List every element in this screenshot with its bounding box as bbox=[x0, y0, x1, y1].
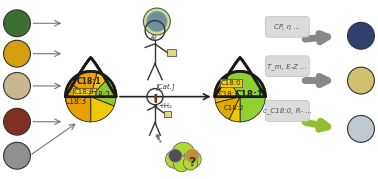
FancyBboxPatch shape bbox=[265, 16, 309, 37]
Circle shape bbox=[347, 115, 375, 142]
Text: C18:0: C18:0 bbox=[221, 80, 242, 86]
Circle shape bbox=[152, 35, 156, 38]
Polygon shape bbox=[65, 57, 116, 97]
Circle shape bbox=[347, 67, 375, 94]
Circle shape bbox=[151, 37, 153, 40]
Wedge shape bbox=[215, 76, 240, 103]
Text: C18:1: C18:1 bbox=[77, 76, 101, 86]
Circle shape bbox=[183, 150, 201, 168]
Text: C18:0: C18:0 bbox=[74, 89, 95, 95]
Circle shape bbox=[166, 150, 183, 168]
Circle shape bbox=[157, 137, 160, 140]
Circle shape bbox=[186, 149, 199, 163]
Text: C18:3: C18:3 bbox=[218, 91, 239, 97]
Wedge shape bbox=[91, 97, 114, 122]
Wedge shape bbox=[225, 71, 265, 122]
Wedge shape bbox=[215, 97, 240, 120]
Wedge shape bbox=[91, 78, 116, 106]
Wedge shape bbox=[229, 97, 240, 122]
Circle shape bbox=[160, 141, 161, 142]
Text: [Cat.]: [Cat.] bbox=[156, 83, 175, 90]
Text: CP, η ...: CP, η ... bbox=[274, 24, 301, 30]
Circle shape bbox=[3, 108, 31, 135]
Wedge shape bbox=[91, 72, 108, 97]
Circle shape bbox=[3, 10, 31, 37]
Text: C18:1: C18:1 bbox=[234, 90, 263, 99]
Text: T_m, E-Z ...: T_m, E-Z ... bbox=[267, 63, 307, 70]
Text: C18:2: C18:2 bbox=[223, 105, 244, 111]
Text: c_C18:0, R- ...: c_C18:0, R- ... bbox=[263, 108, 312, 114]
FancyBboxPatch shape bbox=[265, 56, 309, 77]
Circle shape bbox=[174, 156, 190, 172]
Polygon shape bbox=[215, 57, 265, 97]
FancyBboxPatch shape bbox=[167, 49, 175, 56]
Circle shape bbox=[156, 134, 160, 138]
Text: C18:3: C18:3 bbox=[65, 97, 87, 106]
Circle shape bbox=[183, 156, 198, 170]
Circle shape bbox=[147, 11, 167, 32]
Text: !: ! bbox=[151, 93, 159, 111]
Circle shape bbox=[347, 22, 375, 49]
Circle shape bbox=[154, 16, 160, 21]
Circle shape bbox=[172, 142, 195, 166]
FancyBboxPatch shape bbox=[164, 111, 172, 117]
Circle shape bbox=[3, 72, 31, 99]
Circle shape bbox=[143, 8, 170, 35]
Text: C18:2: C18:2 bbox=[88, 91, 110, 100]
FancyBboxPatch shape bbox=[265, 101, 309, 121]
Wedge shape bbox=[70, 71, 97, 97]
Circle shape bbox=[169, 149, 182, 163]
Text: +H₂: +H₂ bbox=[158, 103, 172, 109]
Circle shape bbox=[3, 40, 31, 67]
Circle shape bbox=[3, 142, 31, 169]
Wedge shape bbox=[65, 83, 91, 122]
Text: ?: ? bbox=[189, 156, 196, 169]
